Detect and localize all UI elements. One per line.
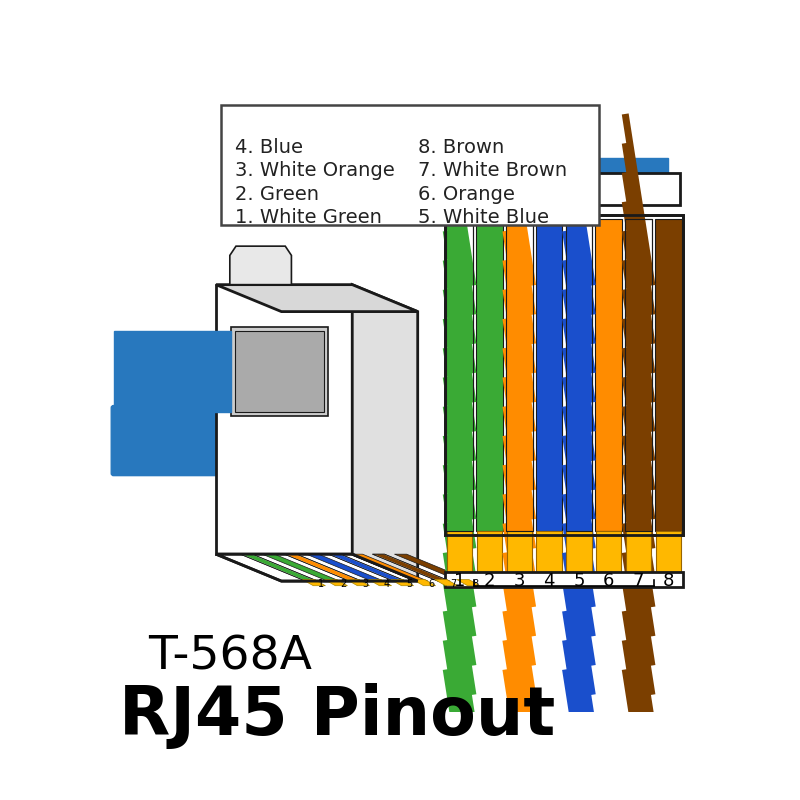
Bar — [566, 531, 591, 574]
Text: 1: 1 — [318, 579, 324, 589]
Text: 2. Green: 2. Green — [235, 185, 319, 203]
Text: 3: 3 — [514, 572, 525, 590]
Bar — [536, 219, 562, 531]
Text: 6: 6 — [428, 579, 434, 589]
Bar — [216, 285, 352, 554]
Bar — [114, 331, 231, 412]
Text: 2: 2 — [340, 579, 346, 589]
Bar — [566, 219, 592, 531]
Text: 8. Brown: 8. Brown — [418, 138, 504, 158]
Polygon shape — [346, 579, 370, 586]
Polygon shape — [284, 554, 362, 581]
Bar — [595, 219, 622, 531]
Bar — [536, 219, 562, 531]
Bar — [235, 331, 324, 412]
Polygon shape — [434, 579, 458, 586]
Text: 5: 5 — [573, 572, 585, 590]
Polygon shape — [306, 554, 384, 581]
Bar — [460, 158, 668, 192]
Bar — [445, 215, 683, 535]
Bar — [446, 219, 473, 531]
Polygon shape — [374, 554, 449, 581]
Text: 7: 7 — [633, 572, 644, 590]
Polygon shape — [286, 554, 361, 581]
Bar — [566, 219, 592, 531]
Bar — [656, 531, 681, 574]
Bar — [626, 219, 652, 531]
Polygon shape — [330, 554, 405, 581]
Text: 4: 4 — [384, 579, 390, 589]
Bar — [626, 219, 652, 531]
Bar — [626, 531, 651, 574]
Polygon shape — [262, 554, 340, 581]
Text: 6. Orange: 6. Orange — [418, 185, 514, 203]
Text: RJ45 Pinout: RJ45 Pinout — [119, 682, 555, 749]
Polygon shape — [413, 579, 436, 586]
Bar — [655, 219, 682, 531]
Polygon shape — [457, 579, 480, 586]
Polygon shape — [216, 554, 418, 581]
Text: 6: 6 — [603, 572, 614, 590]
Bar — [449, 173, 679, 206]
Bar — [626, 219, 652, 531]
Bar — [446, 219, 473, 531]
Bar — [566, 219, 592, 531]
Text: T-568A: T-568A — [148, 635, 312, 680]
Bar — [476, 219, 502, 531]
Polygon shape — [352, 285, 418, 581]
Polygon shape — [394, 554, 472, 581]
Bar — [596, 531, 622, 574]
Polygon shape — [216, 285, 418, 312]
Text: 1. White Green: 1. White Green — [235, 208, 382, 226]
Bar — [506, 531, 532, 574]
Text: 3: 3 — [362, 579, 368, 589]
Text: 2: 2 — [484, 572, 495, 590]
Bar — [446, 219, 473, 531]
Bar — [595, 219, 622, 531]
Bar — [445, 572, 683, 587]
Polygon shape — [230, 246, 291, 285]
Bar — [446, 219, 473, 531]
Bar — [506, 219, 533, 531]
Bar — [655, 219, 682, 531]
Bar — [506, 219, 533, 531]
Text: 5: 5 — [406, 579, 412, 589]
Text: 8: 8 — [472, 579, 478, 589]
Polygon shape — [369, 579, 391, 586]
Text: 4. Blue: 4. Blue — [235, 138, 303, 158]
Bar — [626, 219, 652, 531]
Bar — [476, 219, 502, 531]
Polygon shape — [350, 554, 428, 581]
Bar — [447, 531, 472, 574]
Text: 1: 1 — [454, 572, 466, 590]
Text: 4: 4 — [543, 572, 555, 590]
Bar — [222, 106, 598, 225]
Bar — [566, 219, 592, 531]
Text: 7. White Brown: 7. White Brown — [418, 162, 567, 181]
Bar — [506, 219, 533, 531]
Text: 8: 8 — [662, 572, 674, 590]
Polygon shape — [240, 554, 318, 581]
Text: 5. White Blue: 5. White Blue — [418, 208, 549, 226]
Polygon shape — [328, 554, 406, 581]
Bar — [537, 531, 562, 574]
Bar — [445, 215, 683, 535]
Polygon shape — [302, 579, 326, 586]
Polygon shape — [242, 554, 317, 581]
Polygon shape — [325, 579, 347, 586]
Text: 3. White Orange: 3. White Orange — [235, 162, 395, 181]
Text: 7: 7 — [450, 579, 456, 589]
Bar — [231, 327, 328, 415]
Bar — [506, 219, 533, 531]
Polygon shape — [390, 579, 414, 586]
Polygon shape — [373, 554, 450, 581]
FancyBboxPatch shape — [111, 406, 231, 476]
Bar — [477, 531, 502, 574]
